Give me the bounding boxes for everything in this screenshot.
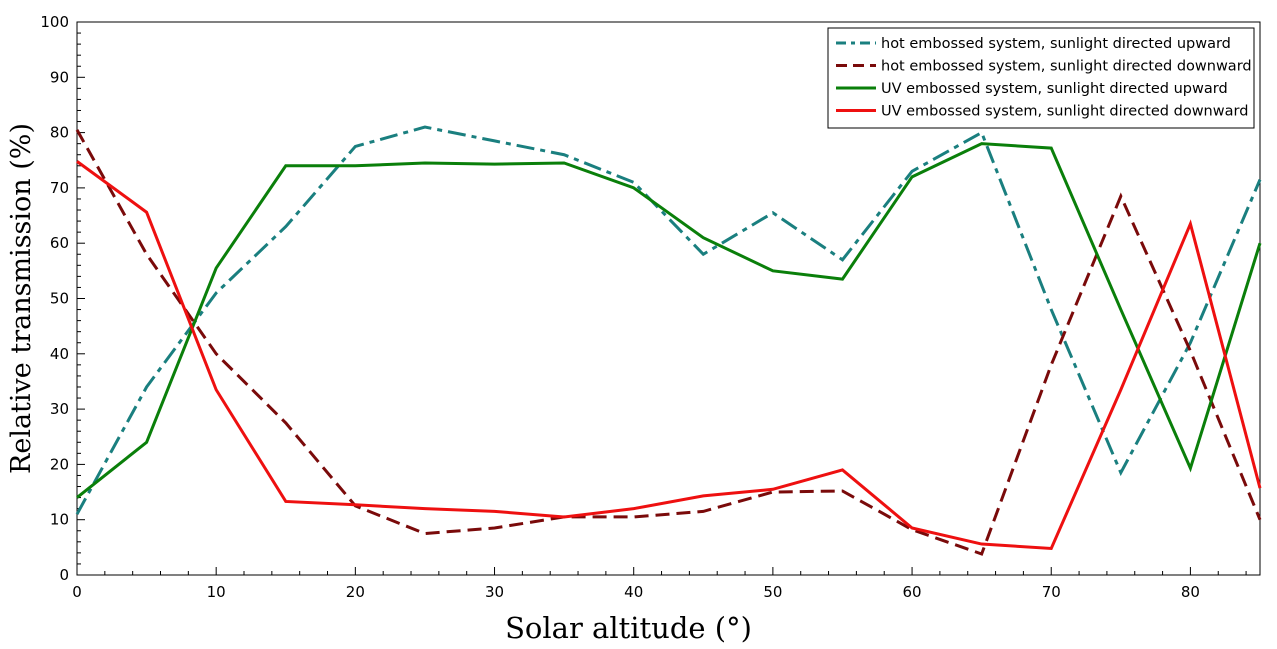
x-tick-label: 10 [207, 583, 226, 601]
series-3 [76, 142, 1262, 499]
series-line [75, 129, 1262, 556]
x-tick-label: 80 [1181, 583, 1200, 601]
y-axis: 0 10 20 30 40 50 60 70 80 90 100 [40, 13, 85, 584]
y-tick-label: 60 [50, 234, 69, 252]
y-tick-label: 90 [50, 68, 69, 86]
y-tick-label: 100 [40, 13, 69, 31]
series-1 [75, 125, 1262, 515]
y-tick-label: 50 [50, 290, 69, 308]
x-tick-label: 40 [624, 583, 643, 601]
x-axis-title: Solar altitude (°) [505, 611, 752, 645]
series-line [76, 142, 1262, 499]
x-tick-label: 0 [72, 583, 82, 601]
legend-label: hot embossed system, sunlight directed u… [881, 36, 1231, 52]
y-tick-label: 20 [50, 455, 69, 473]
series-layer [75, 125, 1262, 556]
legend-label: hot embossed system, sunlight directed d… [881, 59, 1252, 75]
legend-box [827, 27, 1255, 129]
x-axis: 0 10 20 30 40 50 60 70 80 [72, 567, 1247, 601]
x-tick-label: 20 [346, 583, 365, 601]
y-tick-label: 70 [50, 179, 69, 197]
x-tick-label: 70 [1042, 583, 1061, 601]
series-2 [75, 129, 1262, 556]
x-tick-label: 60 [903, 583, 922, 601]
legend-label: UV embossed system, sunlight directed do… [881, 104, 1248, 120]
y-tick-label: 10 [50, 511, 69, 529]
y-axis-title: Relative transmission (%) [6, 123, 37, 474]
legend: hot embossed system, sunlight directed u… [827, 27, 1255, 129]
y-tick-label: 80 [50, 124, 69, 142]
series-line [75, 125, 1262, 515]
series-line [76, 160, 1262, 551]
legend-label: UV embossed system, sunlight directed up… [881, 81, 1228, 97]
y-tick-label: 30 [50, 400, 69, 418]
x-tick-label: 50 [763, 583, 782, 601]
x-tick-label: 30 [485, 583, 504, 601]
series-4 [76, 160, 1262, 551]
y-tick-label: 40 [50, 345, 69, 363]
y-tick-label: 0 [59, 566, 69, 584]
